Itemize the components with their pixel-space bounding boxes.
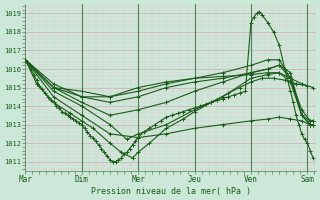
- X-axis label: Pression niveau de la mer( hPa ): Pression niveau de la mer( hPa ): [91, 187, 251, 196]
